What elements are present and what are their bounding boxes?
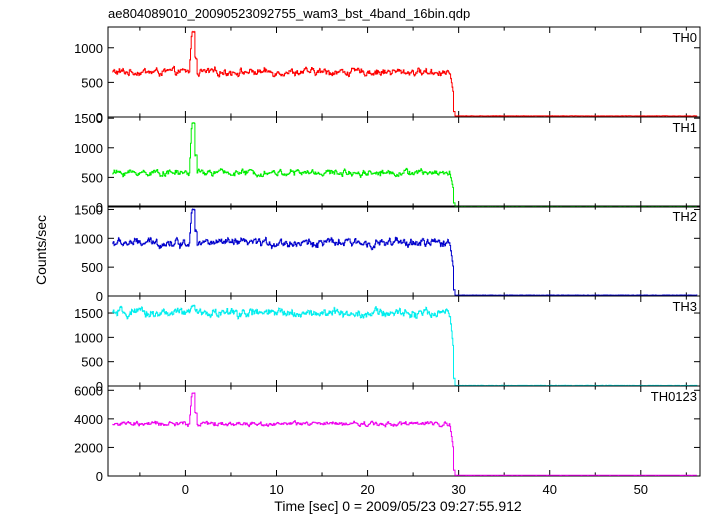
panel-label-th3: TH3 — [672, 299, 697, 314]
y-tick-label: 0 — [96, 379, 103, 394]
panel-th1: TH1 0 500 1000 1500 — [74, 111, 701, 215]
series-errorbars-th1 — [112, 122, 454, 204]
series-line-th3 — [112, 304, 698, 387]
y-tick-label: 6000 — [74, 383, 103, 398]
y-axis-label: Counts/sec — [33, 215, 49, 285]
y-tick-label: 2000 — [74, 440, 103, 455]
series-line-th2 — [112, 208, 698, 296]
panel-frame — [107, 116, 701, 208]
panel-th3: TH3 0 500 1000 1500 — [74, 295, 701, 394]
series-line-th1 — [112, 122, 698, 207]
panel-th0: TH0 0 500 1000 — [74, 26, 701, 125]
series-errorbars-th0123 — [112, 392, 454, 471]
series-line-th0123 — [112, 392, 697, 476]
y-tick-label: 500 — [81, 170, 103, 185]
chart-title: ae804089010_20090523092755_wam3_bst_4ban… — [108, 6, 470, 21]
panels-group: TH005001000TH1050010001500TH205001000150… — [74, 26, 701, 497]
y-tick-label: 0 — [96, 200, 103, 215]
panel-frame — [107, 385, 701, 477]
panel-th2: TH2 0 500 1000 1500 — [74, 202, 701, 304]
y-tick-label: 500 — [81, 355, 103, 370]
y-tick-label: 1000 — [74, 231, 103, 246]
y-tick-label: 0 — [96, 289, 103, 304]
x-tick-label: 40 — [542, 482, 556, 497]
series-errorbars-th0 — [112, 30, 454, 113]
x-tick-label: 0 — [182, 482, 189, 497]
panel-th0123: TH0123 0 2000 4000 6000 0 10 20 30 40 50 — [74, 383, 701, 497]
x-tick-label: 10 — [269, 482, 283, 497]
series-errorbars-th2 — [112, 208, 454, 291]
y-tick-label: 1500 — [74, 306, 103, 321]
panel-label-th1: TH1 — [672, 120, 697, 135]
panel-label-th2: TH2 — [672, 209, 697, 224]
y-tick-label: 1000 — [74, 330, 103, 345]
y-tick-label: 0 — [96, 110, 103, 125]
series-line-th0 — [112, 31, 698, 117]
y-tick-label: 1500 — [74, 111, 103, 126]
series-errorbars-th3 — [112, 304, 454, 380]
y-tick-label: 500 — [81, 260, 103, 275]
y-tick-label: 4000 — [74, 412, 103, 427]
y-tick-label: 1000 — [74, 141, 103, 156]
y-tick-label: 0 — [96, 469, 103, 484]
panel-frame — [107, 205, 701, 297]
panel-label-th0123: TH0123 — [651, 389, 697, 404]
y-tick-label: 500 — [81, 75, 103, 90]
y-tick-label: 1000 — [74, 41, 103, 56]
panel-label-th0: TH0 — [672, 30, 697, 45]
x-tick-label: 20 — [360, 482, 374, 497]
x-tick-label: 30 — [451, 482, 465, 497]
x-tick-label: 50 — [634, 482, 648, 497]
x-axis-label: Time [sec] 0 = 2009/05/23 09:27:55.912 — [274, 498, 522, 514]
y-tick-label: 1500 — [74, 202, 103, 217]
